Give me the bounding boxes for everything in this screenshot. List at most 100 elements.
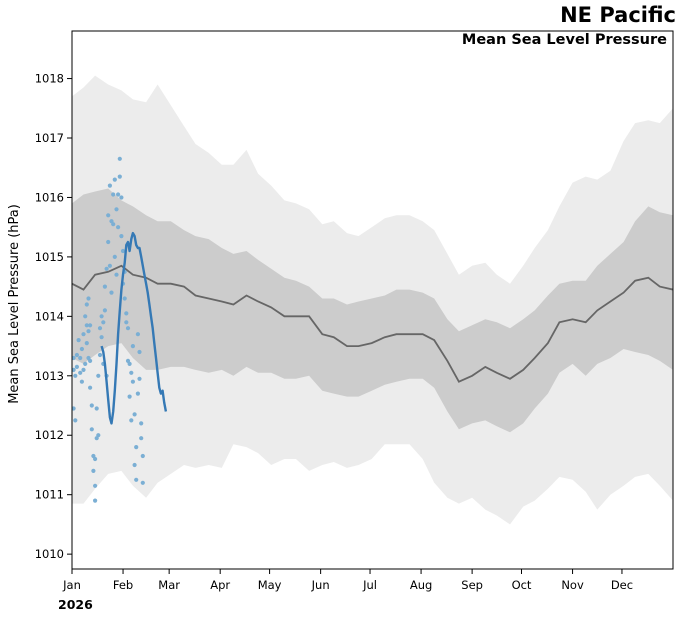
observed-point [139,421,144,426]
observed-point [94,406,99,411]
chart-title: NE Pacific [560,3,676,27]
observed-point [78,355,83,361]
observed-point [125,326,131,331]
observed-point [120,248,126,254]
x-tick-label: Feb [113,578,133,592]
inner-percentile-band [72,188,673,433]
observed-point [74,364,79,369]
observed-point [135,332,140,337]
x-axis-year-label: 2026 [58,597,93,612]
observed-point [73,418,78,423]
observed-point [129,418,134,423]
observed-point [72,355,76,361]
y-axis-label: Mean Sea Level Pressure (hPa) [7,204,22,404]
x-tick-label: Apr [210,578,230,592]
observed-point [137,349,142,355]
observed-point [117,174,122,179]
observed-point [88,385,93,390]
y-tick-label: 1012 [35,428,64,442]
observed-point [81,367,86,372]
x-tick-label: May [258,578,282,592]
observed-point [130,344,135,349]
observed-point [106,213,111,218]
observed-point [106,239,111,245]
observed-point [86,329,91,334]
observed-point [84,302,89,307]
observed-point [72,367,76,372]
observed-point [96,433,101,438]
observed-point [79,379,84,384]
climatology-mean-line [72,264,673,383]
observed-point [124,320,129,325]
observed-point [97,326,103,331]
observed-point [72,406,76,411]
observed-point [88,323,93,328]
observed-point [104,266,109,271]
observed-point [132,412,137,417]
y-tick-label: 1016 [35,190,64,204]
y-tick-label: 1018 [35,72,64,86]
x-tick-label: Jan [62,578,81,592]
observed-point [137,376,142,381]
observed-point [127,394,132,399]
x-tick-label: Nov [561,578,584,592]
observed-point [114,207,119,212]
observed-point [88,358,93,363]
observed-point [117,156,122,161]
observed-point [83,361,88,366]
x-tick-label: Aug [410,578,432,592]
observed-point [102,308,107,313]
y-tick-label: 1015 [35,250,64,264]
observed-point [134,477,139,482]
observed-point [101,320,106,325]
observed-point [112,254,117,259]
observed-point [140,480,145,485]
y-tick-label: 1010 [35,547,64,561]
observed-point [91,468,96,473]
x-tick-label: Jul [362,578,377,592]
observed-point [99,335,104,340]
y-axis: 1010 1011 1012 1013 1014 1015 1016 1017 1018 [35,72,72,561]
observed-point [124,311,129,316]
observed-point [81,332,86,337]
observed-point [86,296,91,301]
observed-point [99,314,104,319]
observed-point [122,296,127,301]
observed-point [127,361,132,366]
x-tick-label: Sep [461,578,483,592]
observed-point [111,222,116,227]
chart-subtitle: Mean Sea Level Pressure [461,32,667,48]
observed-line [100,231,168,425]
observed-point [93,498,98,503]
observed-point [84,341,89,346]
observed-point [116,225,121,230]
observed-point [79,346,84,352]
observed-point [107,183,112,188]
observed-point [132,462,137,468]
y-tick-label: 1011 [35,488,64,502]
observed-point [109,290,114,295]
x-tick-label: Dec [611,578,633,592]
plot-frame [71,30,674,570]
observed-point [93,456,98,462]
observed-point [73,373,78,378]
observed-point [89,427,94,432]
observed-point [114,272,119,277]
x-tick-label: Oct [512,578,532,592]
observed-point [135,391,140,396]
observed-point [134,445,139,450]
observed-point [107,263,112,268]
observed-point [89,403,94,408]
observed-point [96,373,101,378]
observed-point [102,284,107,289]
observed-point [76,338,81,343]
x-axis: Jan Feb Mar Apr May Jun Jul Aug Sep Oct Nov Dec [62,569,633,592]
y-tick-label: 1017 [35,131,64,145]
observed-point [97,352,103,358]
observed-point [112,177,117,182]
observed-point [93,483,98,488]
plot-area [72,75,673,525]
observed-point [140,453,145,459]
observed-point [74,352,79,358]
